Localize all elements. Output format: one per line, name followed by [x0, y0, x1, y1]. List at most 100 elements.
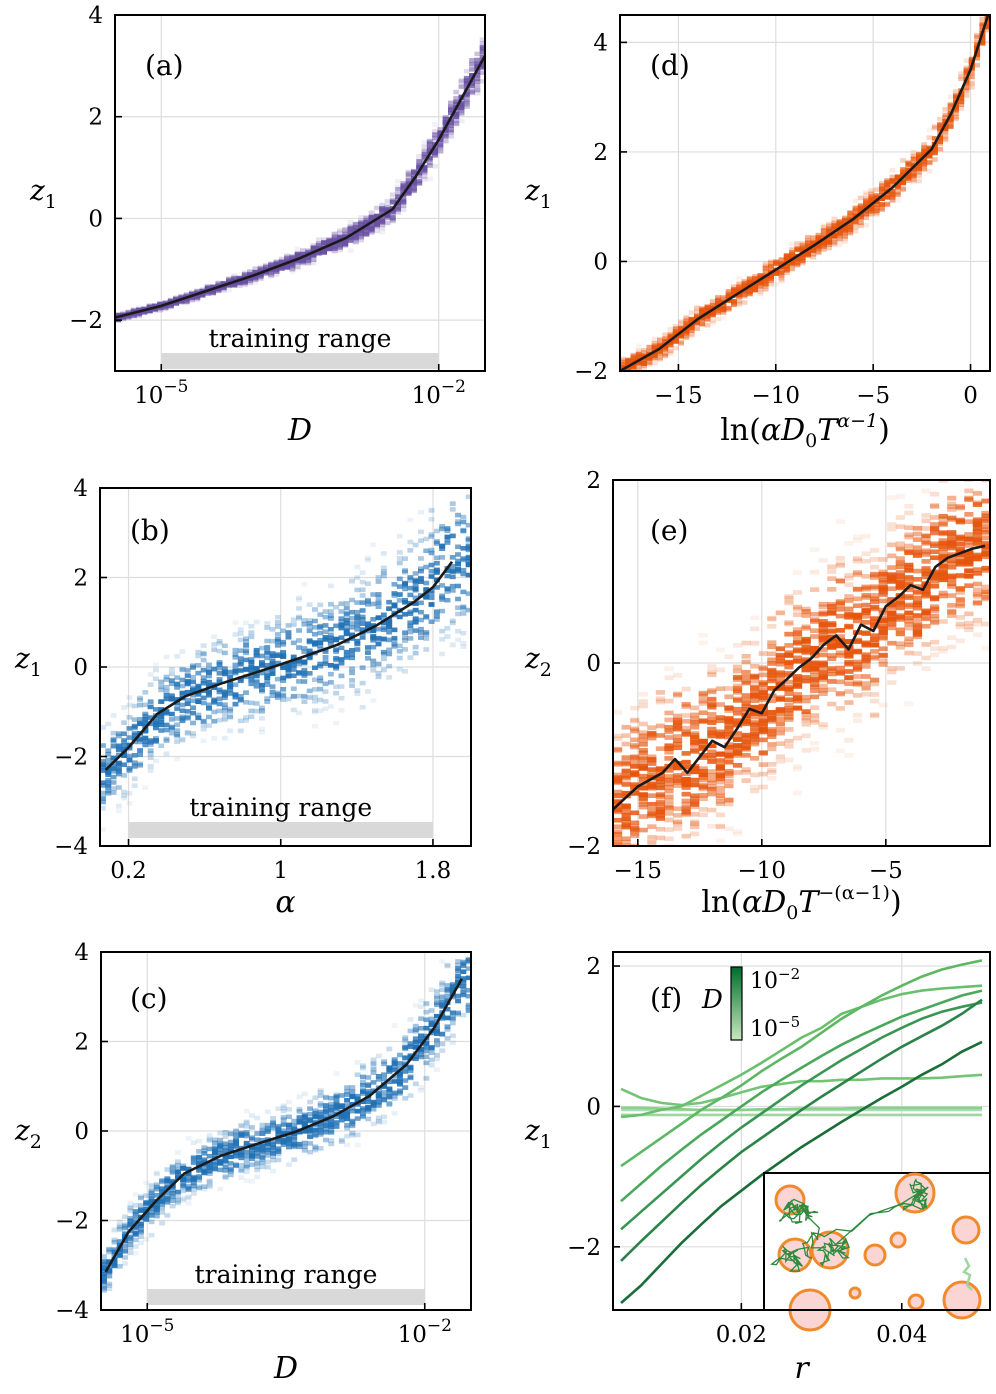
heatmap-cell [418, 579, 424, 585]
heatmap-cell [460, 969, 467, 975]
heatmap-cell [328, 1101, 335, 1107]
heatmap-cell [326, 239, 333, 244]
heatmap-cell [231, 276, 238, 281]
heatmap-cell [799, 247, 806, 252]
heatmap-cell [365, 1109, 372, 1114]
heatmap-cell [720, 310, 727, 315]
heatmap-cell [657, 349, 663, 354]
heatmap-cell [762, 265, 769, 271]
heatmap-cell [638, 742, 648, 747]
heatmap-cell [190, 1191, 197, 1196]
heatmap-cell [942, 114, 949, 120]
heatmap-cell [630, 717, 640, 723]
heatmap-cell [762, 276, 769, 281]
heatmap-cell [359, 587, 366, 593]
heatmap-cell [174, 706, 181, 711]
heatmap-cell [655, 782, 666, 788]
heatmap-cell [179, 738, 186, 743]
heatmap-cell [379, 210, 386, 216]
heatmap-cell [852, 205, 859, 210]
heatmap-cell [290, 617, 297, 622]
heatmap-cell [847, 224, 854, 230]
heatmap-cell [126, 695, 133, 700]
heatmap-cell [142, 702, 149, 708]
heatmap-cell [315, 243, 322, 248]
heatmap-cell [450, 450, 456, 455]
heatmap-cell [762, 261, 769, 266]
heatmap-cell [423, 595, 430, 600]
heatmap-cell [621, 842, 631, 846]
heatmap-cell [799, 255, 806, 261]
heatmap-cell [465, 959, 471, 965]
heatmap-cell [328, 1141, 335, 1147]
heatmap-cell [428, 1008, 435, 1013]
heatmap-cell [437, 130, 444, 136]
heatmap-cell [979, 21, 986, 27]
heatmap-cell [444, 540, 451, 545]
heatmap-cell [126, 767, 133, 773]
heatmap-cell [655, 696, 666, 702]
heatmap-cell [162, 299, 169, 305]
heatmap-cell [426, 160, 433, 165]
heatmap-cell [926, 146, 933, 152]
heatmap-cell [190, 663, 196, 668]
heatmap-cell [296, 1141, 303, 1147]
heatmap-cell [344, 1109, 351, 1114]
heatmap-cell [418, 998, 425, 1004]
heatmap-cell [630, 718, 640, 724]
heatmap-cell [365, 1116, 372, 1122]
heatmap-cell [307, 1106, 314, 1111]
heatmap-cell [174, 682, 181, 687]
heatmap-cell [247, 269, 254, 275]
heatmap-cell [630, 810, 640, 816]
heatmap-cell [942, 112, 949, 118]
heatmap-cell [296, 597, 302, 603]
heatmap-cell [175, 1169, 181, 1175]
heatmap-cell [926, 168, 933, 174]
heatmap-cell [289, 267, 296, 272]
heatmap-cell [725, 307, 732, 312]
heatmap-cell [937, 123, 944, 129]
heatmap-cell [439, 651, 446, 657]
heatmap-cell [147, 682, 154, 687]
heatmap-cell [159, 1186, 166, 1191]
heatmap-cell [418, 566, 424, 571]
heatmap-cell [428, 1020, 435, 1025]
heatmap-cell [407, 592, 414, 598]
heatmap-cell [363, 217, 370, 223]
heatmap-cell [284, 255, 291, 261]
heatmap-cell [412, 1023, 419, 1029]
y-tick-label: 4 [593, 30, 608, 56]
heatmap-cell [360, 1063, 366, 1068]
heatmap-cell [365, 656, 371, 661]
heatmap-cell [921, 165, 928, 171]
heatmap-cell [778, 275, 785, 280]
heatmap-cell [286, 1136, 292, 1141]
heatmap-cell [396, 643, 403, 649]
heatmap-cell [147, 704, 154, 710]
heatmap-cell [296, 710, 302, 716]
heatmap-cell [211, 685, 218, 690]
heatmap-cell [354, 1093, 361, 1099]
heatmap-cell [463, 99, 470, 104]
heatmap-cell [173, 296, 180, 302]
heatmap-cell [100, 790, 106, 796]
heatmap-cell [116, 1224, 123, 1230]
heatmap-cell [264, 649, 271, 655]
heatmap-cell [678, 340, 685, 346]
heatmap-cell [259, 1127, 266, 1132]
heatmap-cell [221, 669, 228, 675]
heatmap-cell [921, 167, 928, 172]
heatmap-cell [115, 744, 122, 749]
heatmap-cell [290, 640, 297, 646]
heatmap-cell [620, 371, 626, 376]
heatmap-cell [842, 234, 848, 240]
heatmap-cell [264, 1150, 271, 1155]
heatmap-cell [317, 1103, 324, 1108]
heatmap-cell [458, 79, 465, 84]
heatmap-cell [121, 753, 128, 758]
y-tick-label: 0 [73, 655, 88, 681]
heatmap-cell [937, 122, 944, 127]
heatmap-cell [664, 724, 674, 730]
